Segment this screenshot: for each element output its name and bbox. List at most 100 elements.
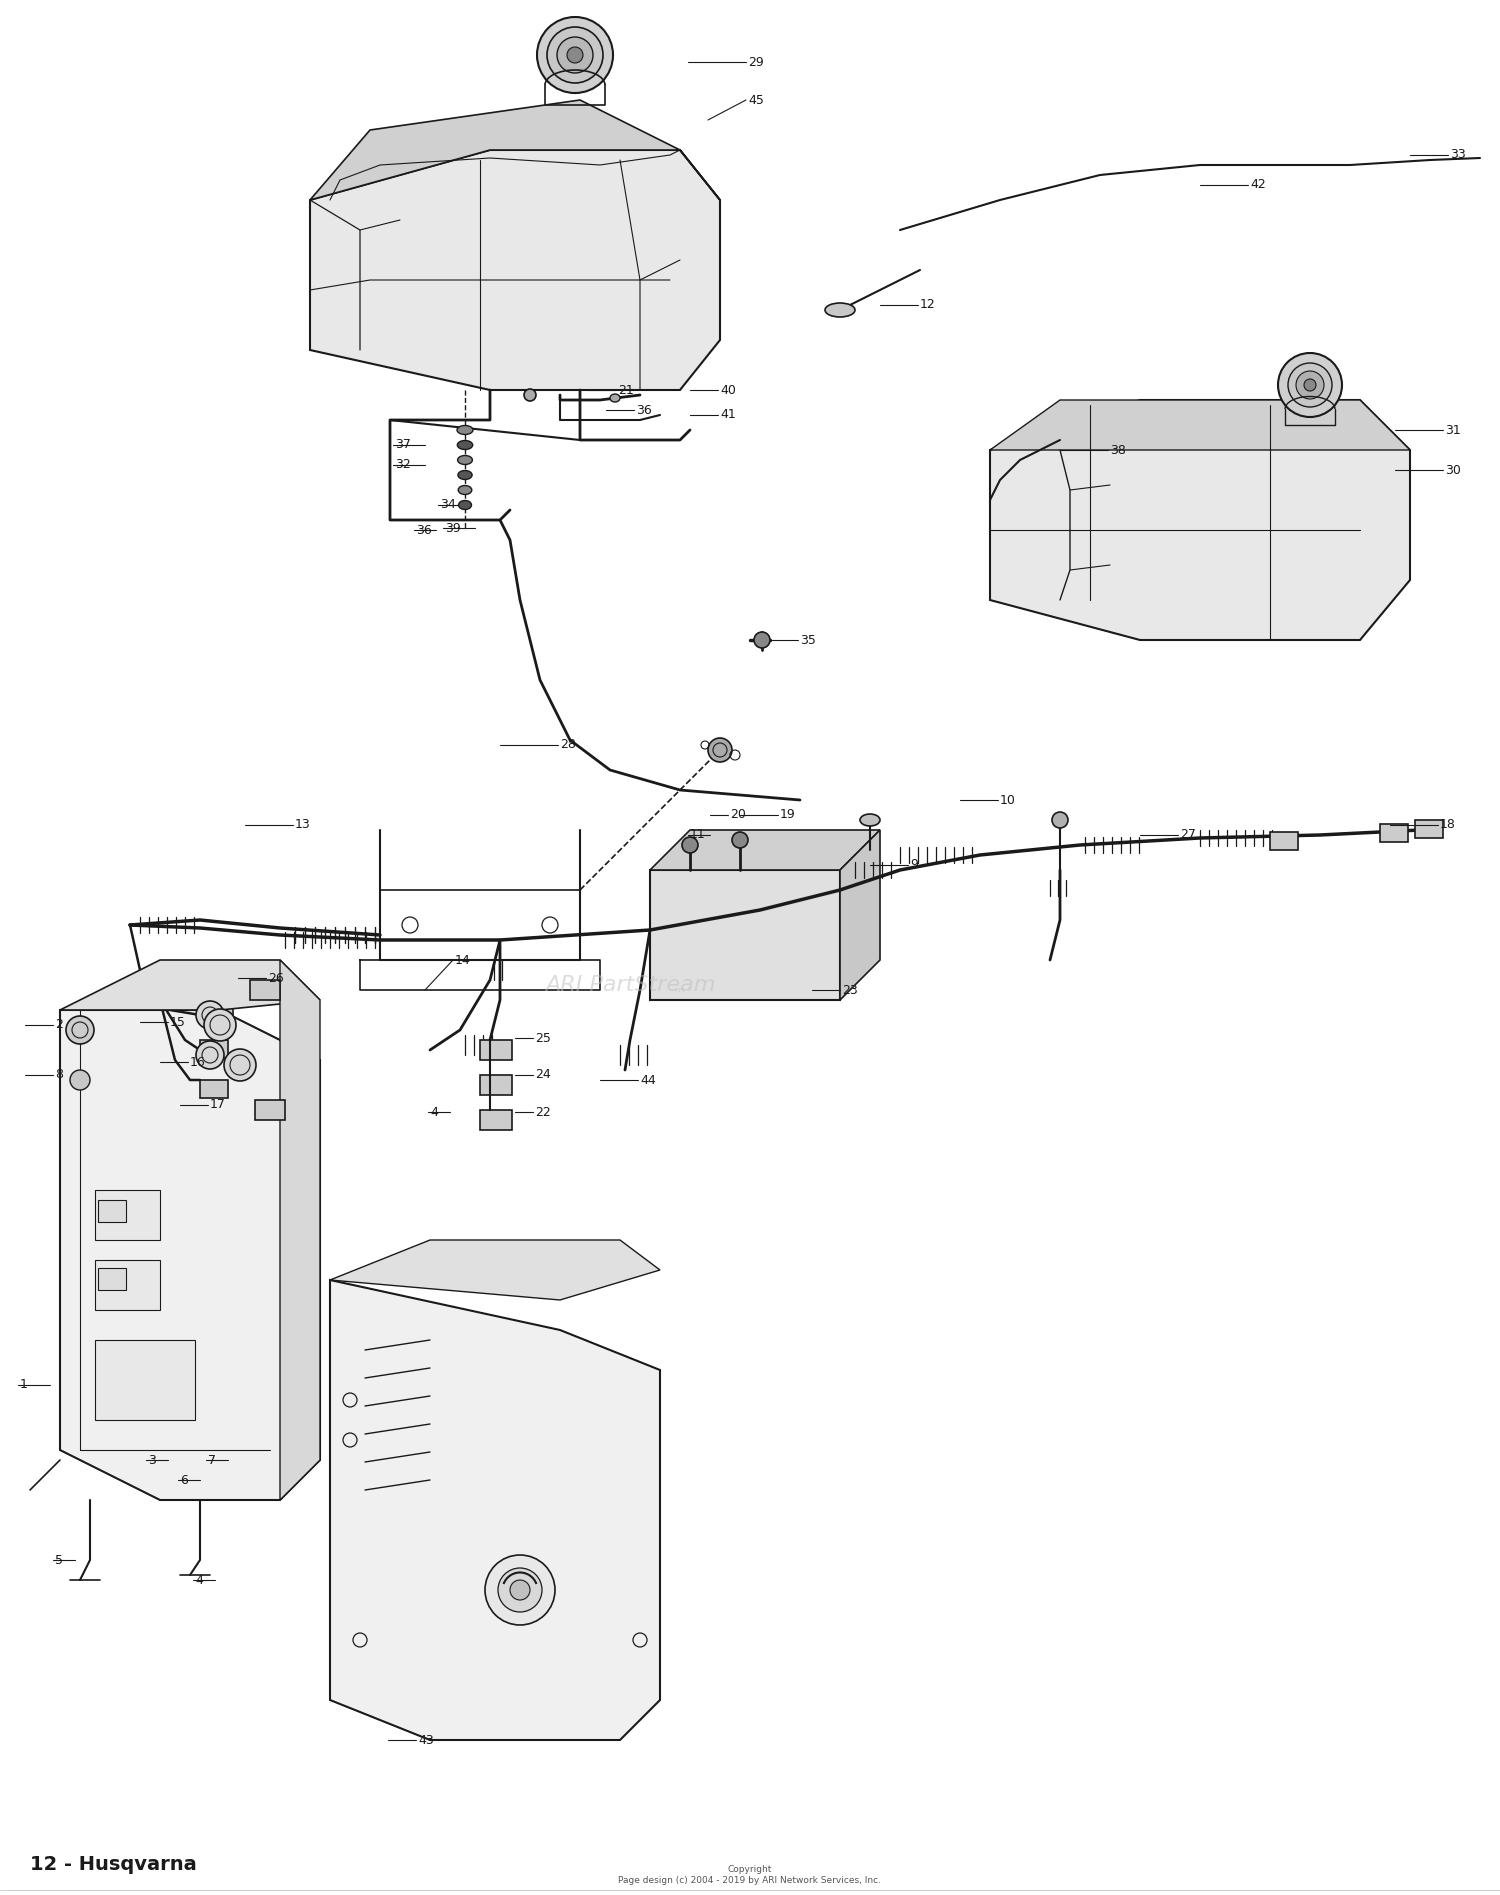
Ellipse shape (459, 500, 471, 510)
Circle shape (66, 1016, 94, 1044)
Text: 36: 36 (416, 523, 432, 536)
Circle shape (70, 1071, 90, 1090)
Bar (1380, 824, 1408, 841)
Circle shape (224, 1050, 256, 1080)
Text: 16: 16 (190, 1056, 206, 1069)
Circle shape (1304, 379, 1316, 390)
Polygon shape (990, 400, 1410, 641)
Text: 28: 28 (560, 739, 576, 752)
Text: 15: 15 (170, 1016, 186, 1029)
Bar (1270, 832, 1298, 851)
Bar (206, 1001, 232, 1018)
Ellipse shape (458, 455, 472, 464)
Text: 12: 12 (920, 299, 936, 311)
Text: 11: 11 (690, 828, 705, 841)
Text: 17: 17 (210, 1099, 226, 1112)
Text: 1: 1 (20, 1378, 28, 1391)
Ellipse shape (458, 440, 472, 449)
Circle shape (484, 1556, 555, 1626)
Text: 39: 39 (446, 521, 460, 534)
Circle shape (754, 633, 770, 648)
Bar (200, 1040, 228, 1057)
Circle shape (204, 1008, 236, 1040)
Bar (480, 1074, 512, 1095)
Text: 41: 41 (720, 409, 735, 421)
Text: 40: 40 (720, 383, 736, 396)
Ellipse shape (458, 470, 472, 479)
Text: 31: 31 (1444, 423, 1461, 436)
Bar (94, 1340, 195, 1419)
Circle shape (1296, 371, 1324, 400)
Text: 35: 35 (800, 633, 816, 646)
Polygon shape (280, 961, 320, 1501)
Ellipse shape (458, 485, 472, 495)
Text: ARI PartStream: ARI PartStream (544, 976, 716, 995)
Text: 8: 8 (56, 1069, 63, 1082)
Text: 42: 42 (1250, 178, 1266, 191)
Circle shape (510, 1580, 530, 1599)
Text: 43: 43 (419, 1734, 434, 1747)
Circle shape (708, 737, 732, 762)
Circle shape (1052, 811, 1068, 828)
Ellipse shape (859, 815, 880, 826)
Text: 44: 44 (640, 1073, 656, 1086)
Circle shape (682, 838, 698, 853)
Text: 9: 9 (910, 858, 918, 872)
Text: 34: 34 (440, 498, 456, 512)
Bar (255, 1099, 285, 1120)
Text: 23: 23 (842, 984, 858, 997)
Polygon shape (650, 870, 840, 1001)
Circle shape (498, 1567, 542, 1613)
Text: 26: 26 (268, 972, 284, 985)
Text: 27: 27 (1180, 828, 1196, 841)
Circle shape (556, 38, 592, 74)
Text: 12 - Husqvarna: 12 - Husqvarna (30, 1855, 196, 1874)
Text: Copyright
Page design (c) 2004 - 2019 by ARI Network Services, Inc.: Copyright Page design (c) 2004 - 2019 by… (618, 1865, 882, 1886)
Text: 30: 30 (1444, 464, 1461, 476)
Text: 37: 37 (394, 438, 411, 451)
Polygon shape (310, 100, 720, 201)
Polygon shape (650, 830, 880, 870)
Text: 10: 10 (1000, 794, 1016, 807)
Polygon shape (990, 400, 1410, 449)
Text: 3: 3 (148, 1453, 156, 1467)
Text: 6: 6 (180, 1474, 188, 1486)
Text: 32: 32 (394, 459, 411, 472)
Text: 24: 24 (536, 1069, 550, 1082)
Bar (98, 1268, 126, 1290)
Text: 21: 21 (618, 383, 633, 396)
Circle shape (1288, 364, 1332, 407)
Bar (94, 1260, 160, 1309)
Circle shape (1278, 352, 1342, 417)
Circle shape (567, 47, 584, 63)
Ellipse shape (825, 303, 855, 316)
Circle shape (537, 17, 614, 93)
Text: 36: 36 (636, 404, 651, 417)
Bar (251, 980, 280, 1001)
Text: 29: 29 (748, 55, 764, 68)
Text: 14: 14 (454, 953, 471, 966)
Ellipse shape (458, 426, 472, 434)
Polygon shape (840, 830, 880, 1001)
Bar (98, 1200, 126, 1222)
Text: ™: ™ (674, 987, 687, 1001)
Ellipse shape (610, 394, 620, 402)
Text: 5: 5 (56, 1554, 63, 1567)
Text: 20: 20 (730, 809, 746, 822)
Circle shape (196, 1001, 223, 1029)
Text: 33: 33 (1450, 148, 1466, 161)
Polygon shape (330, 1279, 660, 1740)
Text: 4: 4 (195, 1573, 202, 1586)
Circle shape (524, 388, 536, 402)
Polygon shape (310, 150, 720, 390)
Circle shape (196, 1040, 223, 1069)
Text: 2: 2 (56, 1018, 63, 1031)
Text: 7: 7 (209, 1453, 216, 1467)
Circle shape (732, 832, 748, 847)
Text: 19: 19 (780, 809, 795, 822)
Bar (1414, 821, 1443, 838)
Bar (94, 1190, 160, 1239)
Bar (480, 1040, 512, 1059)
Text: 45: 45 (748, 93, 764, 106)
Text: 13: 13 (296, 819, 310, 832)
